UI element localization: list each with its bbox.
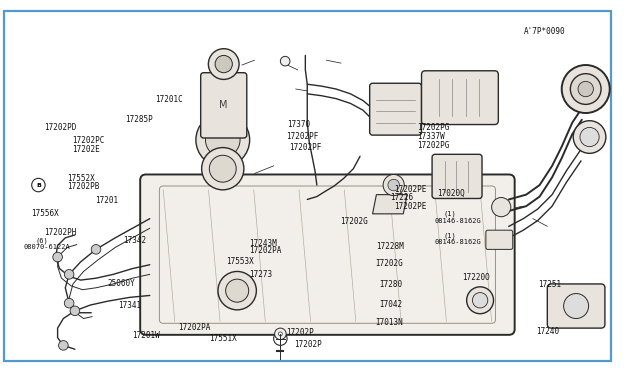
Text: 08070-6122A: 08070-6122A (23, 244, 70, 250)
Text: 17337W: 17337W (417, 132, 444, 141)
Circle shape (218, 272, 257, 310)
Text: 17341: 17341 (118, 301, 141, 310)
Text: 08146-8162G: 08146-8162G (435, 240, 481, 246)
Circle shape (580, 128, 599, 147)
Circle shape (209, 49, 239, 79)
Text: 17273: 17273 (250, 270, 273, 279)
Text: 17220O: 17220O (462, 273, 490, 282)
Circle shape (570, 74, 601, 105)
Text: 17201C: 17201C (155, 95, 182, 104)
Text: 17251: 17251 (538, 280, 561, 289)
Text: 17202PE: 17202PE (394, 185, 427, 194)
Circle shape (70, 306, 80, 315)
Circle shape (562, 65, 610, 113)
Text: I7202G: I7202G (375, 259, 403, 268)
Text: I7280: I7280 (379, 280, 403, 289)
Polygon shape (372, 195, 407, 214)
Text: 17202PG: 17202PG (417, 122, 449, 132)
Circle shape (578, 81, 593, 97)
Text: 17202P: 17202P (285, 328, 314, 337)
Circle shape (92, 244, 101, 254)
Text: 25060Y: 25060Y (108, 279, 135, 288)
Text: 17552X: 17552X (68, 174, 95, 183)
Circle shape (639, 224, 640, 237)
FancyBboxPatch shape (201, 73, 247, 138)
Circle shape (274, 332, 287, 345)
Text: 17202G: 17202G (340, 217, 367, 226)
Text: 17551X: 17551X (209, 334, 237, 343)
FancyBboxPatch shape (370, 83, 422, 135)
Text: 17020Q: 17020Q (438, 189, 465, 198)
Text: 17202PA: 17202PA (250, 246, 282, 255)
Text: 17342: 17342 (123, 236, 146, 245)
Text: 17202E: 17202E (72, 145, 100, 154)
Circle shape (383, 174, 404, 196)
Circle shape (53, 252, 63, 262)
Text: 17201: 17201 (95, 196, 118, 205)
Text: (1): (1) (444, 232, 456, 238)
Circle shape (388, 179, 399, 191)
Circle shape (65, 298, 74, 308)
Circle shape (573, 121, 606, 153)
Text: 17202PD: 17202PD (44, 122, 77, 132)
Circle shape (32, 178, 45, 192)
Text: B: B (36, 183, 41, 187)
Circle shape (65, 270, 74, 279)
Text: (1): (1) (444, 211, 456, 217)
Text: 17202PB: 17202PB (68, 182, 100, 191)
Text: 17202PC: 17202PC (72, 136, 105, 145)
Text: I7042: I7042 (380, 300, 403, 309)
FancyBboxPatch shape (547, 284, 605, 328)
Text: 08146-8162G: 08146-8162G (435, 218, 481, 224)
Text: 17202P: 17202P (294, 340, 321, 349)
Text: A'7P*0090: A'7P*0090 (524, 27, 565, 36)
Text: 17202PF: 17202PF (285, 132, 318, 141)
Text: 17285P: 17285P (125, 115, 153, 124)
Circle shape (196, 113, 250, 167)
Circle shape (639, 193, 640, 206)
Circle shape (467, 287, 493, 314)
Circle shape (278, 332, 282, 336)
Text: 17202PF: 17202PF (289, 143, 321, 152)
Circle shape (59, 341, 68, 350)
Text: 17243M: 17243M (250, 239, 277, 248)
Text: 17228M: 17228M (376, 242, 404, 251)
Text: 17202PH: 17202PH (44, 228, 77, 237)
Text: I7013N: I7013N (375, 318, 403, 327)
Text: (6): (6) (36, 237, 49, 244)
Circle shape (492, 198, 511, 217)
Text: 17556X: 17556X (31, 209, 58, 218)
Circle shape (280, 57, 290, 66)
Text: M: M (220, 100, 228, 110)
FancyBboxPatch shape (486, 230, 513, 249)
Text: 17202PE: 17202PE (394, 202, 427, 211)
Circle shape (205, 123, 240, 157)
Circle shape (472, 293, 488, 308)
Text: 17202PA: 17202PA (178, 323, 211, 331)
Circle shape (202, 148, 244, 190)
Circle shape (215, 55, 232, 73)
FancyBboxPatch shape (140, 174, 515, 335)
FancyBboxPatch shape (422, 71, 499, 125)
Text: 17202PG: 17202PG (417, 141, 449, 151)
Text: 17201W: 17201W (132, 331, 160, 340)
Circle shape (275, 328, 286, 340)
Text: 17226: 17226 (390, 193, 413, 202)
Circle shape (226, 279, 249, 302)
Text: 17240: 17240 (536, 327, 559, 336)
Circle shape (209, 155, 236, 182)
Circle shape (564, 294, 589, 318)
Text: 17553X: 17553X (226, 257, 254, 266)
Text: 17370: 17370 (287, 120, 311, 129)
FancyBboxPatch shape (432, 154, 482, 199)
